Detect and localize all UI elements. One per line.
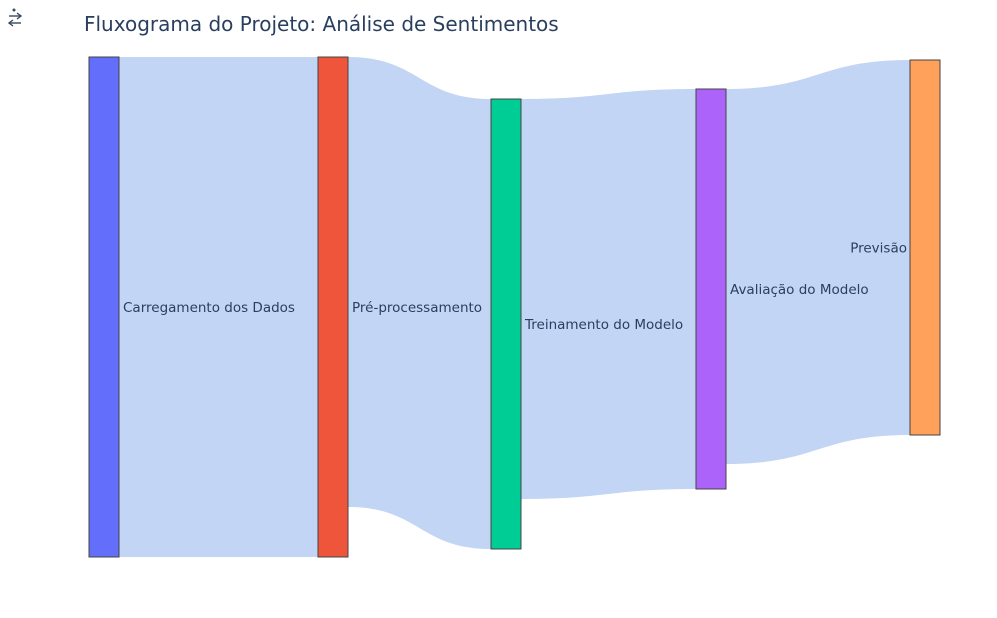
sankey-node-2[interactable] bbox=[490, 98, 522, 550]
sankey-node-4[interactable] bbox=[909, 59, 941, 436]
sankey-link-1 bbox=[348, 57, 491, 549]
sankey-node-1[interactable] bbox=[317, 56, 349, 558]
sankey-node-label-4: Previsão bbox=[850, 241, 907, 257]
sankey-node-label-0: Carregamento dos Dados bbox=[123, 300, 295, 316]
sankey-nodes bbox=[88, 56, 941, 558]
sankey-link-0 bbox=[119, 57, 318, 557]
sankey-node-label-3: Avaliação do Modelo bbox=[730, 282, 869, 298]
sankey-node-label-2: Treinamento do Modelo bbox=[524, 317, 683, 333]
sankey-labels: Carregamento dos Dados Pré-processamento T… bbox=[123, 241, 907, 334]
chart-title: Fluxograma do Projeto: Análise de Sentim… bbox=[84, 12, 559, 36]
sankey-link-2 bbox=[521, 89, 696, 499]
sankey-node-label-1: Pré-processamento bbox=[352, 300, 482, 316]
sankey-node-0[interactable] bbox=[88, 56, 120, 558]
sankey-links bbox=[119, 57, 910, 557]
sankey-link-3 bbox=[726, 60, 910, 464]
toggle-icon[interactable] bbox=[4, 8, 26, 28]
sankey-node-3[interactable] bbox=[695, 88, 727, 490]
